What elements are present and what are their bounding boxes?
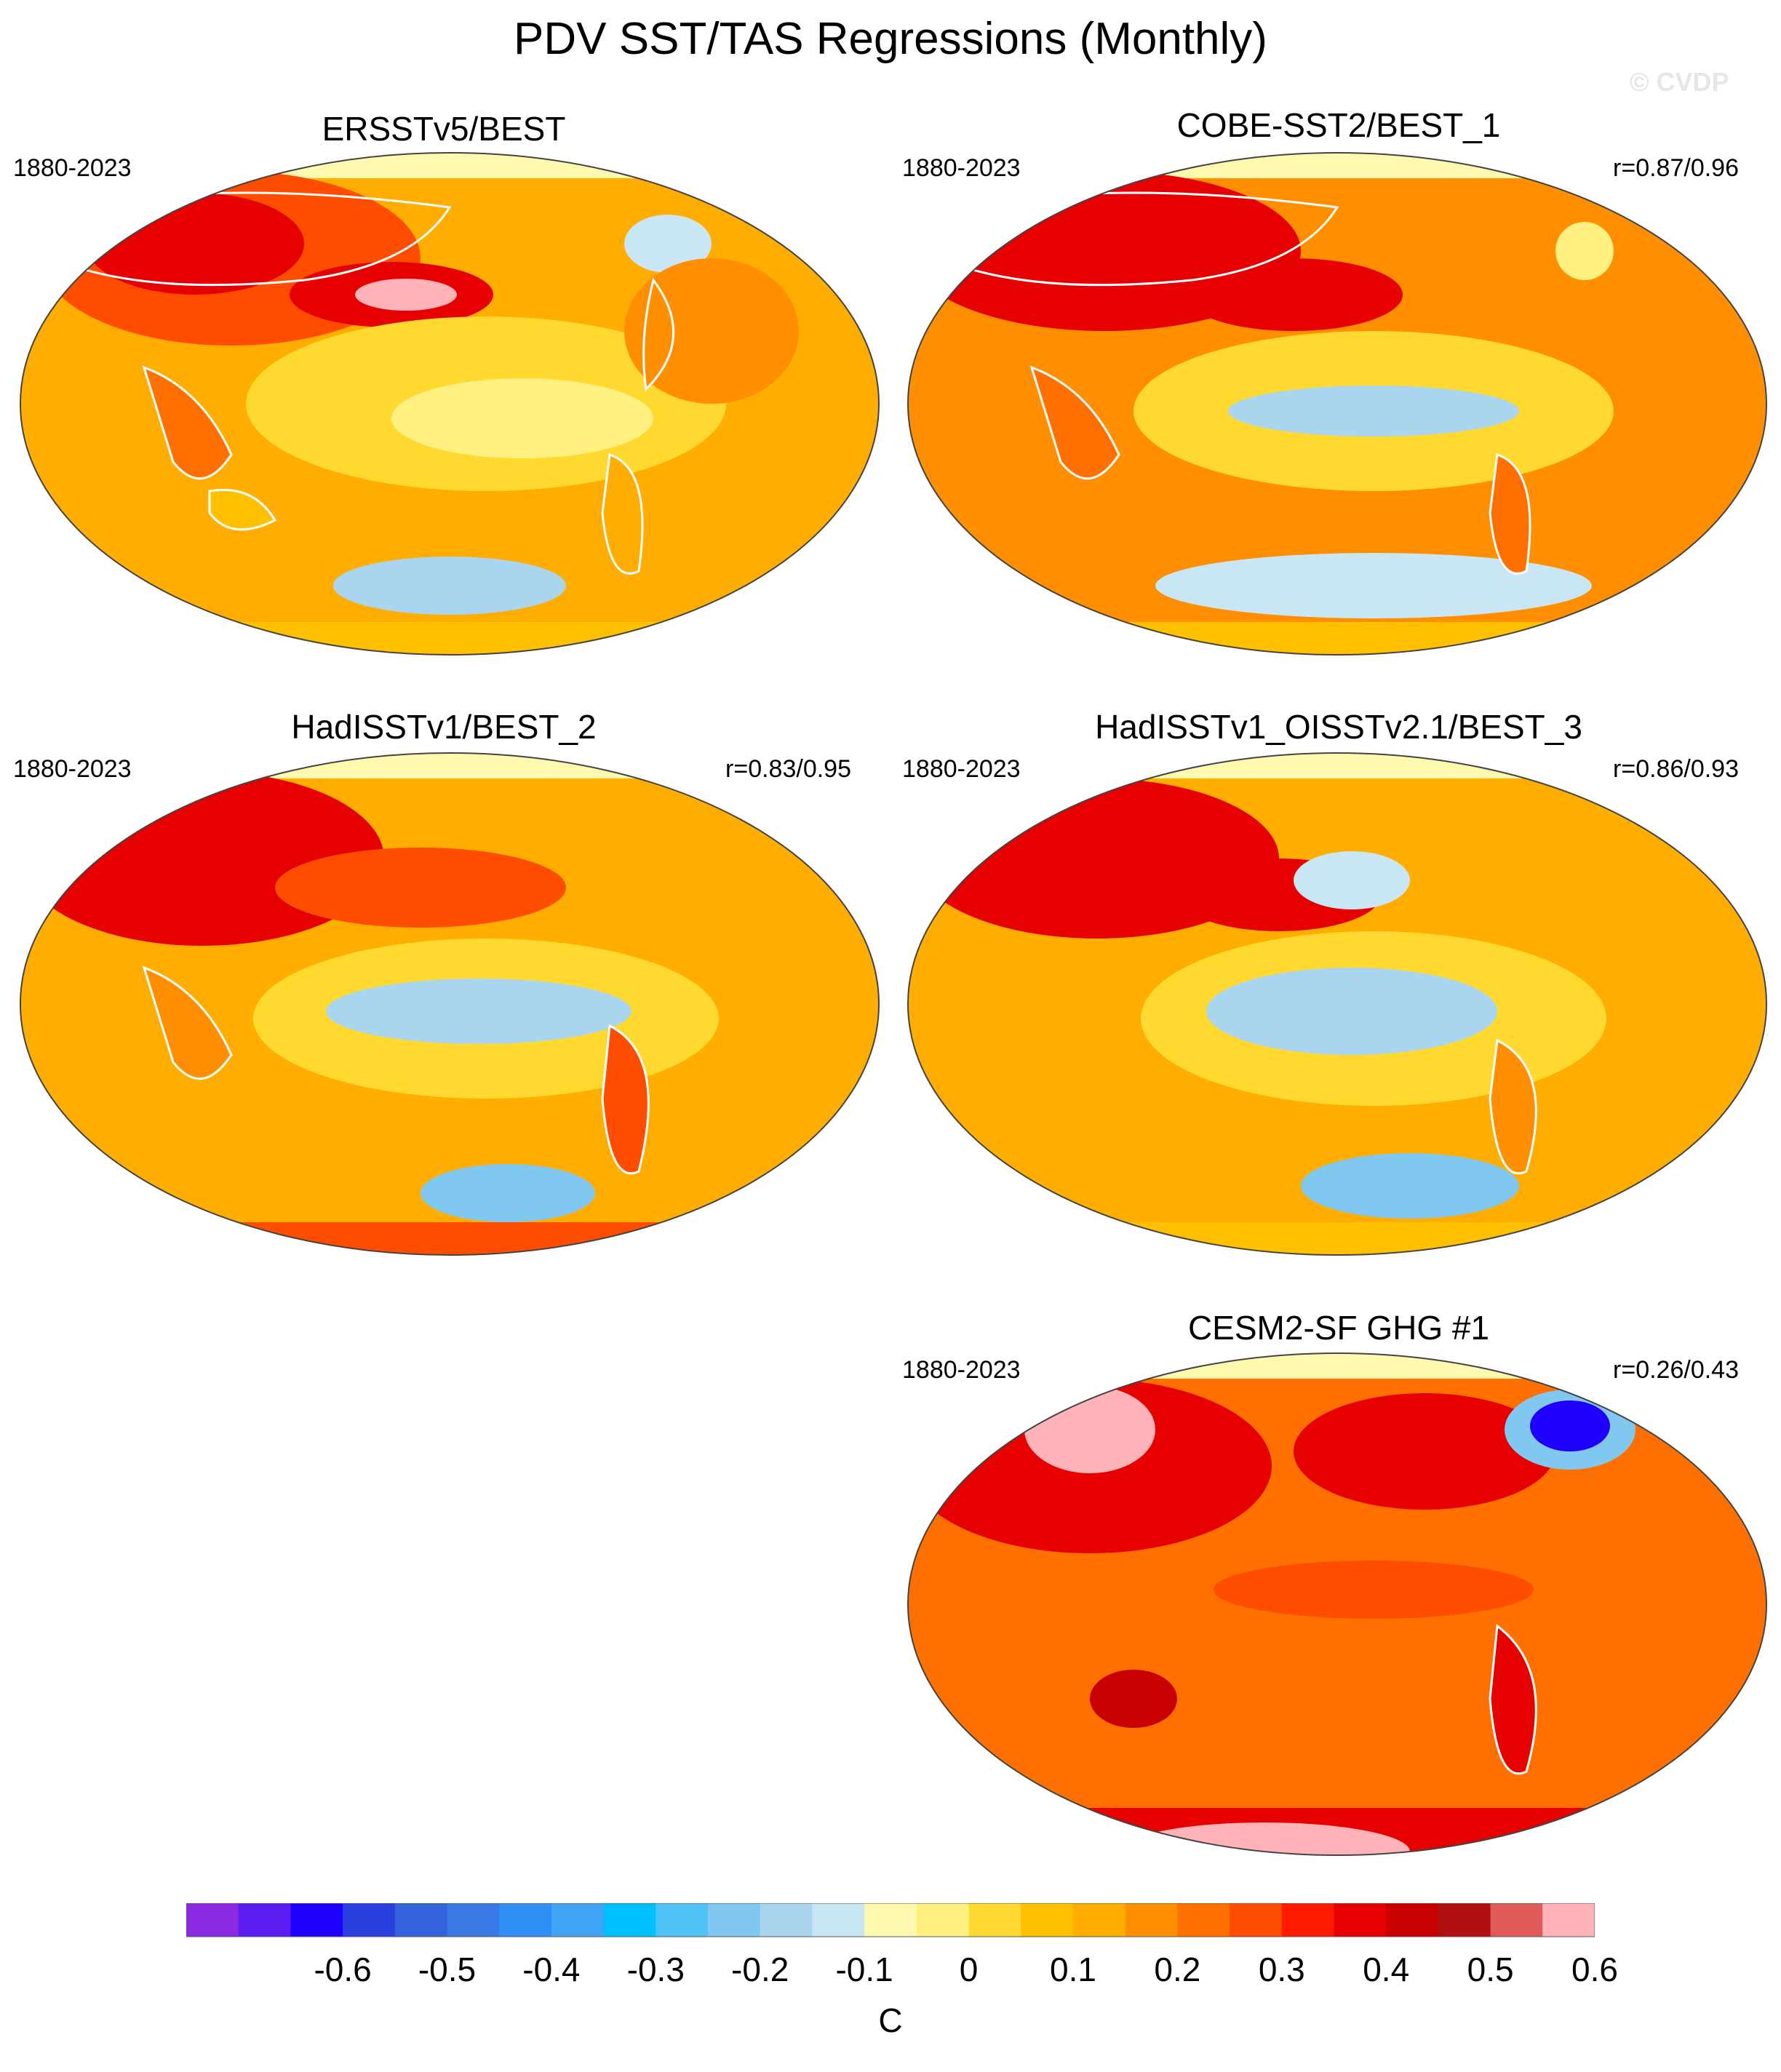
colorbar-swatch <box>603 1903 656 1937</box>
colorbar-swatch <box>1177 1903 1230 1937</box>
colorbar-tick-label: 0.4 <box>1363 1951 1410 1988</box>
colorbar-tick-label: -0.2 <box>731 1951 789 1988</box>
colorbar-swatch <box>238 1903 291 1937</box>
colorbar-swatch <box>1125 1903 1178 1937</box>
colorbar-swatch <box>551 1903 605 1937</box>
colorbar-swatch <box>1072 1903 1126 1937</box>
period-label-hadoisst: 1880-2023 <box>902 755 1021 783</box>
period-label-ersst: 1880-2023 <box>13 154 132 182</box>
colorbar-tick-label: 0.6 <box>1571 1951 1618 1988</box>
panel-title-cobe: COBE-SST2/BEST_1 <box>1176 106 1501 144</box>
colorbar-tick-label: 0 <box>959 1951 979 1988</box>
colorbar-swatch <box>290 1903 343 1937</box>
colorbar-swatch <box>864 1903 917 1937</box>
colorbar-tick-label: -0.5 <box>418 1951 477 1988</box>
figure-title: PDV SST/TAS Regressions (Monthly) <box>514 14 1267 64</box>
colorbar-unit: C <box>878 2001 903 2039</box>
panel-title-hadoisst: HadISSTv1_OISSTv2.1/BEST_3 <box>1095 708 1582 746</box>
colorbar-swatch <box>1542 1903 1595 1937</box>
colorbar-swatch <box>1490 1903 1543 1937</box>
colorbar-tick-label: -0.4 <box>522 1951 581 1988</box>
colorbar-tick-label: -0.3 <box>626 1951 685 1988</box>
colorbar-tick-label: 0.2 <box>1154 1951 1201 1988</box>
map-hadisst <box>20 752 880 1256</box>
panel-title-ersst: ERSSTv5/BEST <box>322 110 566 148</box>
correlation-label-hadisst: r=0.83/0.95 <box>725 755 851 783</box>
colorbar-tick-label: 0.3 <box>1258 1951 1305 1988</box>
colorbar-swatch <box>1438 1903 1491 1937</box>
correlation-label-cesm: r=0.26/0.43 <box>1613 1356 1739 1384</box>
colorbar-tick-labels: -0.6 -0.5 -0.4 -0.3 -0.2 -0.1 0 0.1 0.2 0.3 0.4 0.5… <box>0 1950 1781 1993</box>
cvdp-watermark: © CVDP <box>1630 67 1729 97</box>
colorbar-swatch <box>656 1903 709 1937</box>
map-cesm <box>907 1352 1767 1856</box>
period-label-cobe: 1880-2023 <box>902 154 1021 182</box>
colorbar <box>186 1903 1595 1937</box>
correlation-label-hadoisst: r=0.86/0.93 <box>1613 755 1739 783</box>
colorbar-swatch <box>394 1903 448 1937</box>
colorbar-swatch <box>708 1903 761 1937</box>
panel-title-cesm: CESM2-SF GHG #1 <box>1187 1309 1490 1347</box>
colorbar-tick-label: 0.1 <box>1050 1951 1096 1988</box>
colorbar-tick-label: -0.1 <box>835 1951 893 1988</box>
colorbar-swatch <box>343 1903 396 1937</box>
colorbar-swatch <box>1386 1903 1439 1937</box>
colorbar-swatch <box>447 1903 500 1937</box>
colorbar-swatch <box>968 1903 1021 1937</box>
period-label-cesm: 1880-2023 <box>902 1356 1021 1384</box>
colorbar-swatch <box>760 1903 813 1937</box>
colorbar-swatch <box>1230 1903 1283 1937</box>
map-ersst <box>20 152 880 656</box>
colorbar-swatch <box>1021 1903 1074 1937</box>
colorbar-tick-label: -0.6 <box>314 1951 372 1988</box>
colorbar-swatch <box>916 1903 970 1937</box>
colorbar-swatch <box>1334 1903 1387 1937</box>
map-hadoisst <box>907 752 1767 1256</box>
colorbar-tick-label: 0.5 <box>1467 1951 1514 1988</box>
colorbar-border <box>186 1903 1595 1937</box>
colorbar-swatch <box>186 1903 239 1937</box>
panel-title-hadisst: HadISSTv1/BEST_2 <box>291 708 597 746</box>
map-cobe <box>907 152 1767 656</box>
colorbar-swatch <box>499 1903 552 1937</box>
colorbar-swatch <box>812 1903 865 1937</box>
colorbar-swatch <box>1281 1903 1334 1937</box>
period-label-hadisst: 1880-2023 <box>13 755 132 783</box>
correlation-label-cobe: r=0.87/0.96 <box>1613 154 1739 182</box>
